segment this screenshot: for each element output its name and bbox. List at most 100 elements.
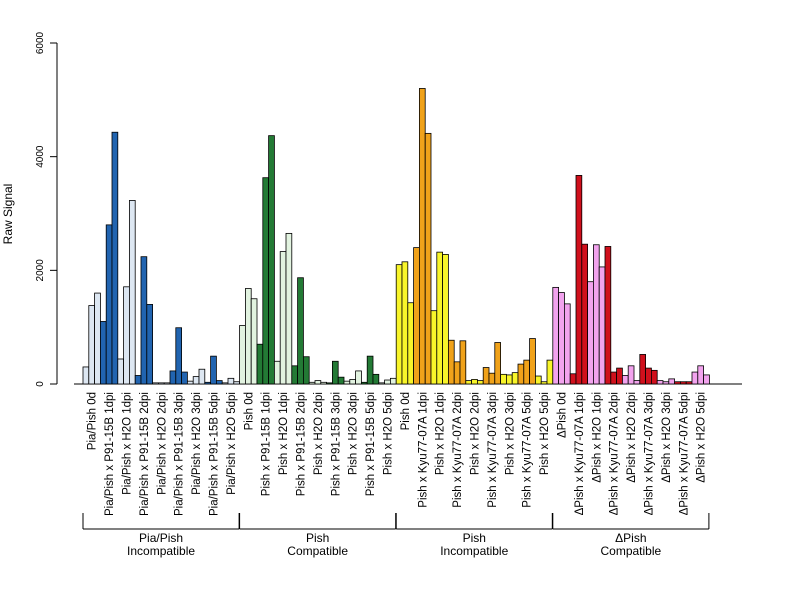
category-label: ΔPish x Kyu77-07A 3dpi [644,392,656,515]
bar [204,381,212,385]
category-label: Pish x Kyu77-07A 3dpi [487,392,499,508]
bar [244,288,252,385]
bar [268,135,275,385]
category-label: Pia/Pish x H2O 5dpi [226,392,238,495]
bar [134,375,142,385]
y-tick-label: 6000 [35,31,46,54]
bar [517,363,525,385]
bar [360,381,368,385]
bar [564,303,571,385]
category-label: Pia/Pish 0d [87,392,99,450]
bar [331,360,339,385]
category-label: ΔPish x Kyu77-07A 1dpi [574,392,586,515]
bar [604,246,612,385]
bar [430,310,438,385]
category-label: Pish 0d [243,392,255,430]
category-label: Pia/Pish x P91-15B 2dpi [139,392,151,516]
category-label: Pish x H2O 3dpi [504,392,516,475]
bar [546,359,554,385]
group-label-type: Incompatible [127,544,195,558]
bar [575,175,583,385]
bar [256,343,264,385]
category-label: ΔPish x H2O 2dpi [626,392,638,483]
category-label: Pish x Kyu77-07A 1dpi [417,392,429,508]
bar [401,261,409,385]
bar [105,224,113,385]
bar [152,382,159,385]
bar [123,286,130,385]
group-label-type: Compatible [287,544,348,558]
bar [326,382,333,385]
category-label: ΔPish x H2O 5dpi [696,392,708,483]
bar [523,359,530,385]
bar [343,380,351,385]
bar [598,266,606,385]
bar [239,325,246,385]
bar [378,382,385,385]
bar [488,372,496,385]
bar [593,244,600,385]
bar [297,277,304,385]
y-axis-label: Raw Signal [1,184,15,245]
bar [250,298,258,385]
group-label-name: Pish [306,531,329,545]
category-label: ΔPish x Kyu77-07A 5dpi [678,392,690,515]
bar [227,377,235,385]
bar [355,370,362,385]
category-label: Pish x H2O 3dpi [348,392,360,475]
bar [697,365,704,385]
bar [175,327,183,385]
bar [111,131,119,385]
bar [302,356,310,385]
bar [453,361,461,385]
bar [476,380,484,385]
bar [465,380,472,385]
bar [320,381,327,385]
category-label: Pia/Pish x P91-15B 3dpi [174,392,186,516]
bar [581,243,588,385]
bar [186,380,194,385]
bar [552,286,559,385]
bar [616,367,623,385]
bar [639,354,646,385]
bar [100,321,107,385]
bar [349,379,356,385]
bar [198,368,206,385]
bar [389,377,397,385]
bar [633,380,641,385]
category-label: Pish x H2O 1dpi [435,392,447,475]
bar [407,302,414,385]
bar [511,372,519,385]
bar [529,338,536,385]
bar [651,369,658,385]
group-label-name: Pish [463,531,486,545]
bar [146,304,154,385]
category-label: Pish x Kyu77-07A 5dpi [522,392,534,508]
bar [471,379,478,385]
bar [372,373,380,385]
bar [436,251,443,385]
bar [291,365,298,385]
bar [627,365,635,385]
bar [308,381,316,385]
category-labels: Pia/Pish 0d Pia/Pish x P91-15B 1dpi Pia/Pi… [87,392,708,516]
bar [500,373,507,385]
bar [82,366,90,385]
bar [662,381,670,385]
bar [279,251,287,385]
y-tick-label: 2000 [35,259,46,282]
bar [163,382,171,385]
category-label: Pish x P91-15B 5dpi [365,392,377,496]
bar [88,305,96,385]
bar [685,381,693,385]
category-label: Pish x P91-15B 2dpi [296,392,308,496]
category-label: Pish x H2O 2dpi [313,392,325,475]
bar [680,381,687,385]
category-label: ΔPish x H2O 1dpi [591,392,603,483]
category-label: Pia/Pish x P91-15B 1dpi [104,392,116,516]
y-tick-label: 4000 [35,145,46,168]
bar [668,378,675,385]
bar [94,292,101,385]
bar [558,292,565,385]
bar [285,232,293,385]
